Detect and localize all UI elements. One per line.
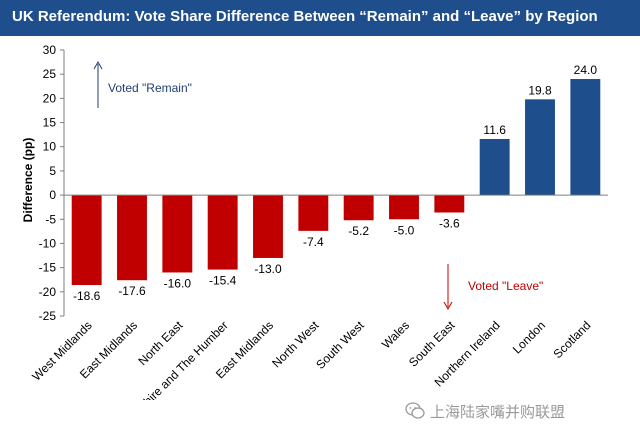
chart-title: UK Referendum: Vote Share Difference Bet… (12, 8, 598, 25)
y-tick-label: 5 (49, 164, 56, 178)
bar (71, 195, 102, 286)
category-label: Wales (379, 318, 412, 351)
bar (298, 195, 329, 231)
y-tick-label: 0 (49, 188, 56, 202)
remain-arrow-head (93, 60, 103, 70)
bar (389, 195, 419, 220)
data-label: -3.6 (439, 217, 460, 231)
y-axis: -25 -20 -15 -10 -5 0 5 10 15 20 25 30 (39, 43, 65, 323)
category-label: South West (313, 318, 367, 372)
bar (525, 99, 555, 196)
y-tick-label: -10 (39, 236, 57, 250)
data-label: -17.6 (118, 284, 146, 298)
leave-annotation: Voted "Leave" (443, 264, 543, 311)
y-tick-label: 25 (43, 67, 57, 81)
remain-annotation-label: Voted "Remain" (108, 81, 192, 95)
y-tick-label: -25 (39, 309, 57, 323)
data-label: 19.8 (528, 83, 552, 97)
data-label: -18.6 (73, 289, 101, 303)
remain-annotation: Voted "Remain" (93, 60, 192, 108)
data-label: 24.0 (574, 63, 598, 77)
y-tick-label: -5 (45, 212, 56, 226)
y-tick-label: -15 (39, 261, 57, 275)
bars (71, 79, 601, 286)
watermark: 上海陆家嘴并购联盟 (404, 400, 565, 422)
bar (253, 195, 283, 258)
bar (343, 195, 374, 221)
y-tick-label: 20 (43, 91, 57, 105)
y-tick-label: 15 (43, 116, 57, 130)
data-label: -13.0 (254, 262, 282, 276)
y-tick-label: 10 (43, 140, 57, 154)
wechat-icon (405, 402, 425, 419)
category-label: Scotland (551, 318, 594, 361)
title-bar: UK Referendum: Vote Share Difference Bet… (0, 0, 640, 36)
bar (207, 195, 238, 270)
leave-annotation-label: Voted "Leave" (468, 279, 543, 293)
data-labels: -18.6 -17.6 -16.0 -15.4 -13.0 -7.4 -5.2 -5.0 -3.… (73, 63, 597, 303)
data-label: -5.2 (348, 224, 369, 238)
chart: -25 -20 -15 -10 -5 0 5 10 15 20 25 30 -18.6 -17.6 -16… (21, 43, 608, 400)
watermark-text: 上海陆家嘴并购联盟 (430, 402, 566, 421)
data-label: -7.4 (303, 235, 324, 249)
bar (434, 195, 465, 213)
data-label: -5.0 (394, 223, 415, 237)
category-label: London (510, 318, 548, 356)
bar (570, 79, 601, 196)
data-label: 11.6 (483, 123, 506, 137)
leave-arrow-head (443, 301, 453, 311)
y-tick-label: -20 (39, 285, 57, 299)
y-axis-label: Difference (pp) (21, 138, 35, 223)
y-tick-label: 30 (43, 43, 57, 57)
data-label: -15.4 (209, 274, 237, 288)
bar (117, 195, 147, 281)
data-label: -16.0 (164, 276, 192, 290)
bar (162, 195, 193, 273)
bar (479, 138, 510, 196)
